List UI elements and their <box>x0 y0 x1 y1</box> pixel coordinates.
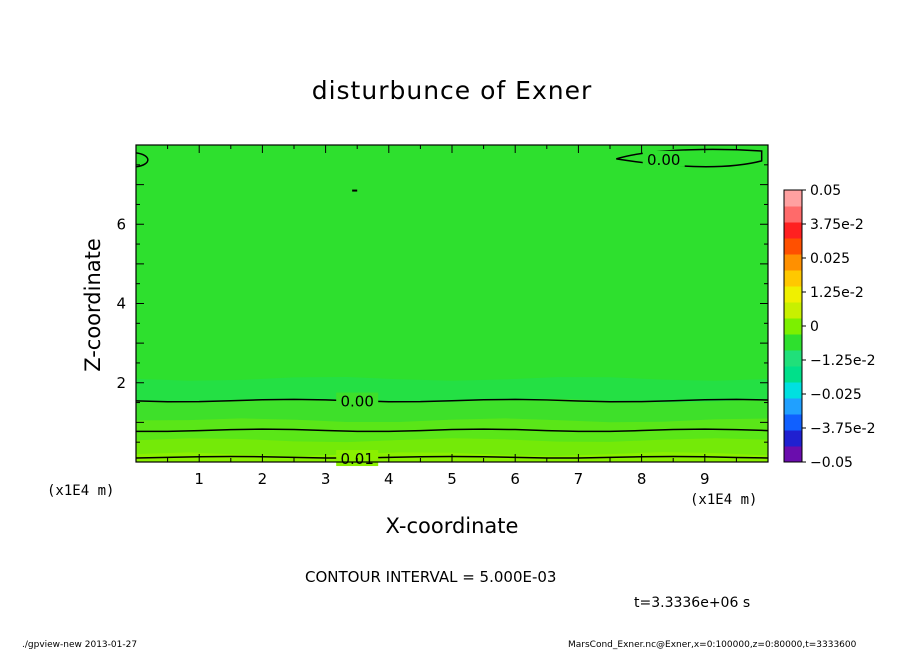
x-unit-label-right: (x1E4 m) <box>690 492 758 508</box>
colorbar-swatch <box>784 318 802 335</box>
colorbar-swatch <box>784 414 802 431</box>
colorbar-tick-label: 3.75e-2 <box>810 217 864 233</box>
colorbar-swatch <box>784 366 802 383</box>
footer-program-date: ./gpview-new 2013-01-27 <box>22 640 138 650</box>
contour-interval-text: CONTOUR INTERVAL = 5.000E-03 <box>305 568 557 586</box>
colorbar-swatch <box>784 270 802 287</box>
contour-label: 0.00 <box>340 393 373 411</box>
time-stamp: t=3.3336e+06 s <box>634 595 751 611</box>
x-unit-label-left: (x1E4 m) <box>47 483 115 499</box>
x-tick-label: 1 <box>194 470 204 488</box>
colorbar-swatch <box>784 238 802 255</box>
contour-label: 0.00 <box>647 151 680 169</box>
x-tick-label: 7 <box>574 470 584 488</box>
contour-label-bg <box>336 392 379 409</box>
colorbar-swatch <box>784 286 802 303</box>
colorbar-swatch <box>784 334 802 351</box>
contour-line-top-left <box>135 152 149 168</box>
x-tick-label: 6 <box>510 470 520 488</box>
colorbar-swatch <box>784 430 802 447</box>
x-tick-label: 5 <box>447 470 457 488</box>
y-tick-label: 2 <box>116 374 126 392</box>
colorbar-swatch <box>784 222 802 239</box>
colorbar-swatch <box>784 446 802 463</box>
x-tick-label: 9 <box>700 470 710 488</box>
contour-line-mid <box>135 428 769 433</box>
contour-line-zero-lower <box>135 398 769 403</box>
contour-label-bg <box>642 150 685 167</box>
colorbar-tick-label: 0 <box>810 319 819 335</box>
colorbar-tick-label: −0.05 <box>810 455 853 471</box>
colorbar-tick-label: −0.025 <box>810 387 862 403</box>
colorbar-tick-label: 1.25e-2 <box>810 285 864 301</box>
colorbar-tick-label: −1.25e-2 <box>810 353 875 369</box>
colorbar-swatch <box>784 190 802 207</box>
colorbar-tick-label: −3.75e-2 <box>810 421 875 437</box>
colorbar-swatch <box>784 382 802 399</box>
x-tick-label: 8 <box>637 470 647 488</box>
x-tick-label: 2 <box>258 470 268 488</box>
colorbar-swatch <box>784 398 802 415</box>
footer-data-source: MarsCond_Exner.nc@Exner,x=0:100000,z=0:8… <box>568 640 857 650</box>
colorbar-swatch <box>784 350 802 367</box>
colorbar-swatch <box>784 206 802 223</box>
colorbar-tick-label: 0.05 <box>810 183 841 199</box>
y-tick-label: 4 <box>116 295 126 313</box>
colorbar-tick-label: 0.025 <box>810 251 850 267</box>
x-tick-label: 4 <box>384 470 394 488</box>
x-axis-label: X-coordinate <box>385 514 519 538</box>
colorbar-swatch <box>784 254 802 271</box>
x-tick-label: 3 <box>321 470 331 488</box>
y-tick-label: 6 <box>116 215 126 233</box>
chart-title: disturbunce of Exner <box>311 76 593 105</box>
y-axis-label: Z-coordinate <box>81 238 105 372</box>
colorbar-swatch <box>784 302 802 319</box>
